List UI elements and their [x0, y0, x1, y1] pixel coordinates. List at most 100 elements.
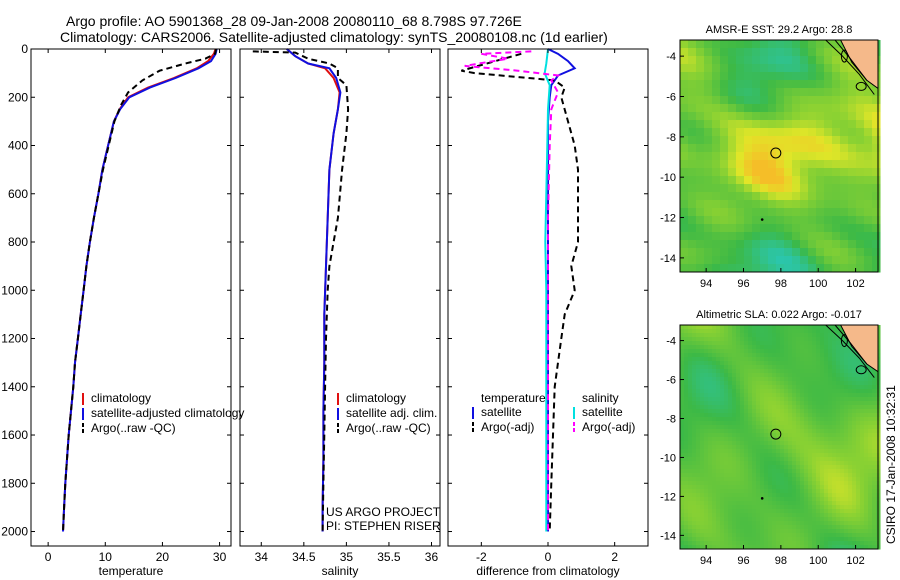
sla_map-cell	[760, 357, 765, 362]
sla_map-cell	[736, 529, 741, 534]
sla_map-cell	[696, 517, 701, 522]
sla_map-cell	[776, 477, 781, 482]
sla_map-cell	[848, 421, 853, 426]
sla_map-cell	[840, 465, 845, 470]
sla_map-cell	[720, 385, 725, 390]
sst_map-cell	[760, 216, 769, 225]
sla_map-cell	[760, 525, 765, 530]
sla_map-cell	[688, 393, 693, 398]
sla_map-cell	[704, 529, 709, 534]
sla_map-cell	[856, 393, 861, 398]
sst_map-cell	[792, 112, 801, 121]
sla_map-cell	[688, 389, 693, 394]
sla_map-cell	[724, 469, 729, 474]
sla_map-cell	[720, 349, 725, 354]
sla_map-cell	[828, 521, 833, 526]
sla_map-cell	[692, 381, 697, 386]
sla_map-cell	[752, 473, 757, 478]
sst_map-cell	[848, 208, 857, 217]
sst_map-cell	[736, 192, 745, 201]
sla_map-cell	[740, 533, 745, 538]
sla_map-cell	[748, 429, 753, 434]
sla_map-cell	[700, 533, 705, 538]
sla_map-cell	[792, 425, 797, 430]
sla_map-cell	[692, 489, 697, 494]
sla_map-cell	[792, 517, 797, 522]
sla_map-cell	[772, 369, 777, 374]
sla_map-cell	[856, 413, 861, 418]
sla_map-cell	[840, 513, 845, 518]
sla_map-cell	[864, 501, 869, 506]
sla_map-cell	[844, 465, 849, 470]
sla_map-cell	[836, 529, 841, 534]
sla_map-cell	[760, 369, 765, 374]
sla_map-cell	[808, 353, 813, 358]
sla_map-cell	[732, 437, 737, 442]
sla_map-cell	[680, 525, 685, 530]
sla_map-cell	[836, 545, 841, 550]
sla_map-cell	[872, 521, 877, 526]
sst_map-cell	[784, 152, 793, 161]
sla_map-cell	[848, 373, 853, 378]
sla_map-cell	[768, 509, 773, 514]
sst_map-cell	[872, 256, 881, 265]
sla_map-cell	[784, 525, 789, 530]
sst_map-cell	[704, 192, 713, 201]
sla_map-cell	[688, 417, 693, 422]
sla_map-cell	[756, 501, 761, 506]
salinity-frame	[239, 48, 441, 547]
sla_map-cell	[784, 365, 789, 370]
sla_map-cell	[844, 533, 849, 538]
sst_map-cell	[720, 104, 729, 113]
sla_map-cell	[688, 461, 693, 466]
sst_map-cell	[752, 256, 761, 265]
sla_map-cell	[792, 405, 797, 410]
sst_map-cell	[712, 96, 721, 105]
sla_map-cell	[732, 521, 737, 526]
sla_map-cell	[872, 425, 877, 430]
sla_map-cell	[748, 369, 753, 374]
sst_map-cell	[864, 168, 873, 177]
sst_map-cell	[712, 200, 721, 209]
sla_map-cell	[780, 365, 785, 370]
sst_map-cell	[816, 184, 825, 193]
sla_map-cell	[688, 329, 693, 334]
sla_map-cell	[696, 445, 701, 450]
sla_map-cell	[740, 433, 745, 438]
sla_map-cell	[760, 405, 765, 410]
sla_map-cell	[732, 449, 737, 454]
sst_map-cell	[744, 200, 753, 209]
sst_map-cell	[840, 176, 849, 185]
sla_map-cell	[696, 401, 701, 406]
sla_map-cell	[744, 389, 749, 394]
sla_map-cell	[772, 417, 777, 422]
sst_map-cell	[824, 88, 833, 97]
sla_map-cell	[788, 349, 793, 354]
sla_map-cell	[812, 365, 817, 370]
sst_map-cell	[840, 136, 849, 145]
sla_map-cell	[700, 437, 705, 442]
sst_map-cell	[712, 120, 721, 129]
sst_map-cell	[744, 256, 753, 265]
sla_map-cell	[804, 405, 809, 410]
sla_map-cell	[844, 409, 849, 414]
sla_map-cell	[740, 413, 745, 418]
sla_map-cell	[800, 413, 805, 418]
sla_map-cell	[848, 429, 853, 434]
sla_map-cell	[696, 449, 701, 454]
sla_map-cell	[768, 425, 773, 430]
sla_map-cell	[708, 413, 713, 418]
sst_map-cell	[784, 80, 793, 89]
sst_map-cell	[736, 96, 745, 105]
sla_map-cell	[784, 489, 789, 494]
sst_map-cell	[776, 48, 785, 57]
sla_map-cell	[812, 481, 817, 486]
sla_map-cell	[788, 489, 793, 494]
sla_map-cell	[836, 525, 841, 530]
sst_map-cell	[824, 216, 833, 225]
sla_map-cell	[692, 333, 697, 338]
sla_map-argo-marker	[770, 428, 782, 440]
sla_map-cell	[724, 461, 729, 466]
sst_map-cell	[696, 168, 705, 177]
sla_map-cell	[772, 505, 777, 510]
